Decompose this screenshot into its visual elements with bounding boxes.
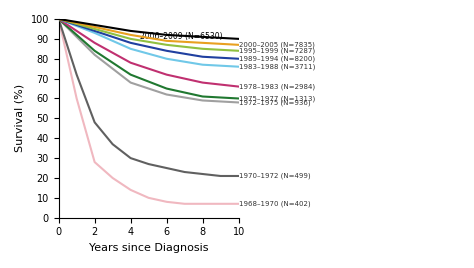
Text: 2006–2009 (N=6530): 2006–2009 (N=6530) bbox=[140, 32, 222, 41]
Text: 1995–1999 (N=7287): 1995–1999 (N=7287) bbox=[239, 47, 316, 54]
Text: 1989–1994 (N=8200): 1989–1994 (N=8200) bbox=[239, 55, 316, 62]
X-axis label: Years since Diagnosis: Years since Diagnosis bbox=[89, 243, 209, 253]
Text: 1978–1983 (N=2984): 1978–1983 (N=2984) bbox=[239, 83, 316, 90]
Text: 1968–1970 (N=402): 1968–1970 (N=402) bbox=[239, 200, 311, 207]
Text: 1970–1972 (N=499): 1970–1972 (N=499) bbox=[239, 173, 311, 179]
Text: 2000–2005 (N=7835): 2000–2005 (N=7835) bbox=[239, 42, 315, 48]
Y-axis label: Survival (%): Survival (%) bbox=[15, 84, 25, 152]
Text: 1975–1977 (N=1313): 1975–1977 (N=1313) bbox=[239, 95, 316, 102]
Text: 1972–1975 (N=936): 1972–1975 (N=936) bbox=[239, 99, 311, 106]
Text: 1983–1988 (N=3711): 1983–1988 (N=3711) bbox=[239, 64, 316, 70]
